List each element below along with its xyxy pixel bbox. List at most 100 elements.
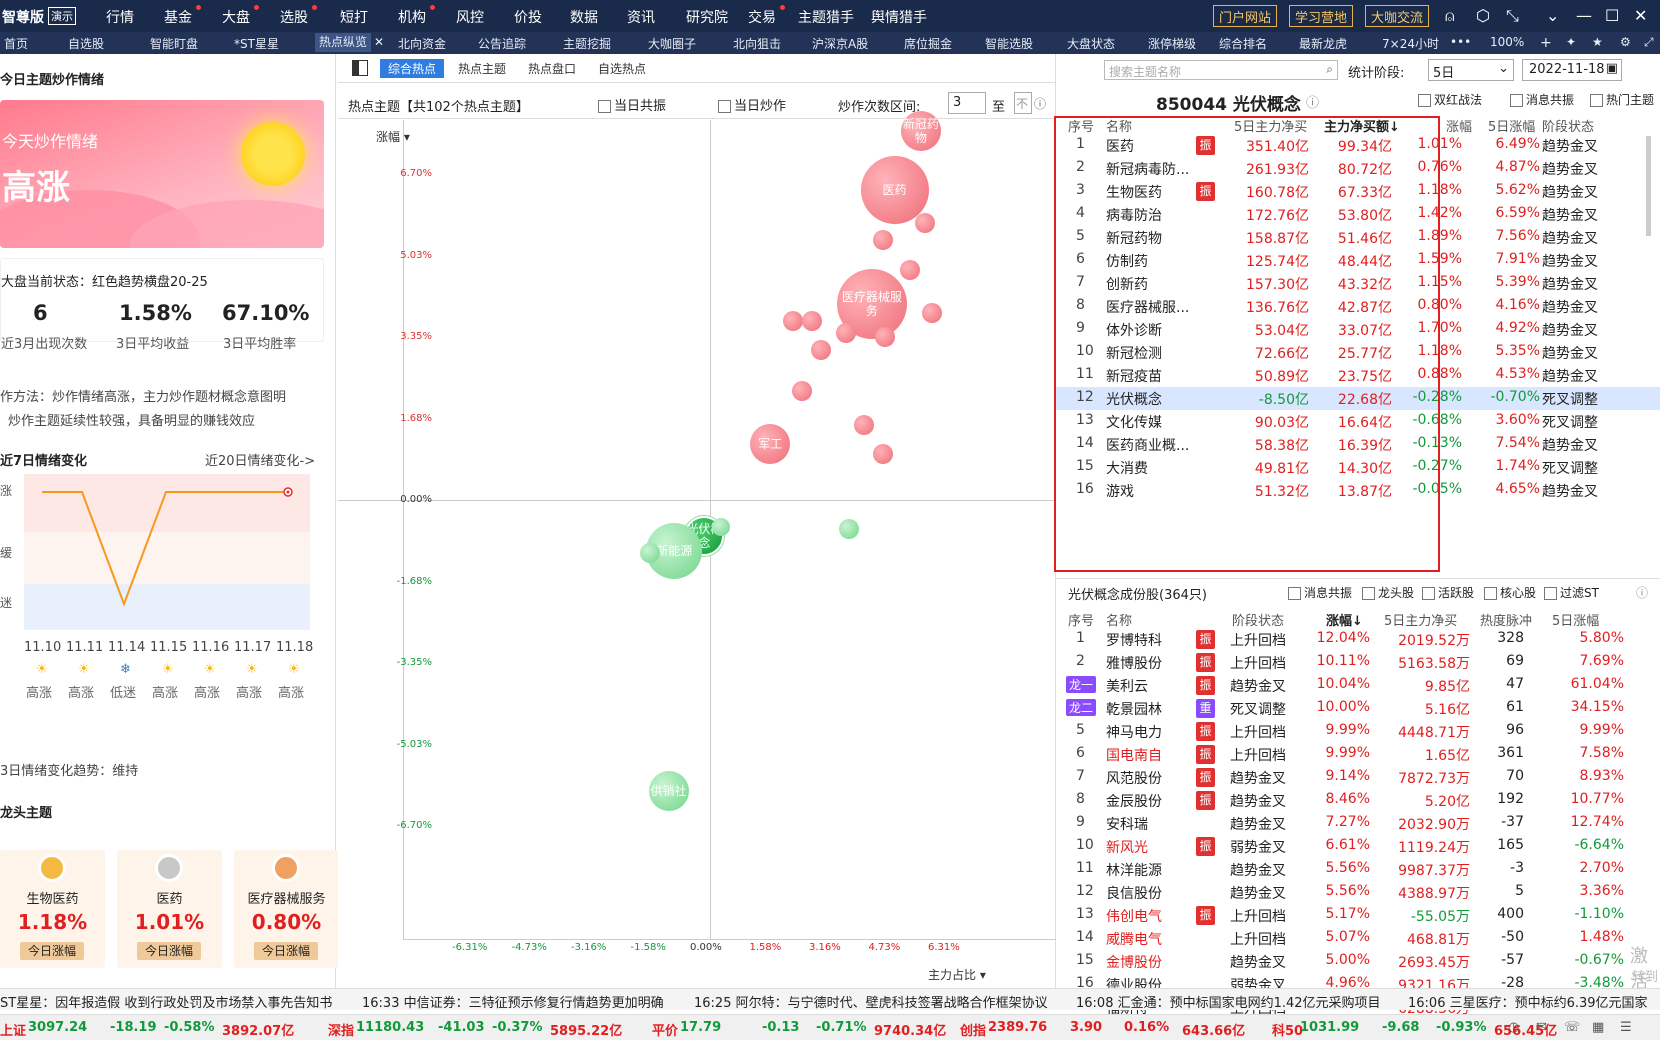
chk-double-red[interactable]: 双红战法 (1418, 91, 1482, 108)
minimize-icon[interactable]: — (1576, 6, 1592, 25)
tab-10[interactable]: 沪深京A股 (812, 37, 869, 51)
topic-bubble[interactable] (899, 259, 920, 280)
stock-header-5[interactable]: 热度脉冲 (1480, 614, 1533, 629)
tab-0[interactable]: 首页 (4, 37, 29, 51)
menu-8[interactable]: 数据 (570, 10, 598, 26)
tab-14[interactable]: 涨停梯级 (1148, 37, 1197, 51)
stock-row[interactable]: 龙二 乾景园林 重死叉调整 10.00% 5.16亿 61 34.15% (1056, 697, 1660, 720)
stock-row[interactable]: 15 金博股份 趋势金叉 5.00% 2693.45万 -57 -0.67% (1056, 950, 1660, 973)
opt-same-day-resonance[interactable]: 当日共振 (598, 95, 666, 114)
stock-row[interactable]: 10 新风光 振弱势金叉 6.61% 1119.24万 165 -6.64% (1056, 835, 1660, 858)
topic-bubble[interactable] (873, 230, 894, 251)
topic-row[interactable]: 16 游戏 51.32亿 13.87亿 -0.05% 4.65% 趋势金叉 (1056, 479, 1660, 502)
tab-7[interactable]: 主题挖掘 (563, 37, 612, 51)
checkbox[interactable] (1362, 587, 1375, 600)
settings-icon[interactable]: ⬡ (1476, 6, 1490, 25)
x-axis-label[interactable]: 主力占比 ▾ (928, 968, 986, 982)
sidebar-toggle-icon[interactable] (352, 60, 368, 76)
subtab-2[interactable]: 热点盘口 (528, 62, 577, 76)
sub-filter-1[interactable]: 龙头股 (1362, 584, 1414, 601)
table-header-1[interactable]: 名称 (1106, 120, 1133, 135)
tab-8[interactable]: 大咖圈子 (648, 37, 697, 51)
topic-row[interactable]: 11 新冠疫苗 50.89亿 23.75亿 0.88% 4.53% 趋势金叉 (1056, 364, 1660, 387)
tab-12[interactable]: 智能选股 (985, 37, 1034, 51)
stock-row[interactable]: 14 威腾电气 上升回档 5.07% 468.81万 -50 1.48% (1056, 927, 1660, 950)
stock-header-1[interactable]: 名称 (1106, 614, 1133, 629)
topic-search-input[interactable]: 搜索主题名称 ⌕ (1104, 60, 1338, 80)
topic-bubble[interactable]: 新冠药物 (900, 111, 941, 152)
topic-bubble[interactable] (835, 322, 856, 343)
topic-bubble[interactable] (801, 310, 822, 331)
tab-11[interactable]: 席位掘金 (904, 37, 953, 51)
topic-row[interactable]: 15 大消费 49.81亿 14.30亿 -0.27% 1.74% 死叉调整 (1056, 456, 1660, 479)
menu-3[interactable]: 选股 (280, 10, 308, 26)
menu-13[interactable]: 舆情猎手 (871, 10, 927, 26)
mail-icon[interactable]: ✉ (1536, 1020, 1547, 1035)
topic-bubble[interactable] (782, 310, 803, 331)
user-icon[interactable]: ⍝ (1445, 6, 1455, 25)
range-to-input[interactable]: 不 (1014, 92, 1032, 114)
topic-bubble[interactable] (839, 519, 860, 540)
close-tab-icon[interactable]: ✕ (374, 35, 385, 49)
gear-icon[interactable]: ⚙ (1620, 35, 1631, 49)
grid-icon[interactable]: ▦ (1592, 1020, 1605, 1035)
sub-filter-4[interactable]: 过滤ST (1544, 584, 1599, 601)
menu-6[interactable]: 风控 (456, 10, 484, 26)
menu-1[interactable]: 基金 (164, 10, 192, 26)
stock-header-4[interactable]: 5日主力净买 (1384, 614, 1458, 629)
topic-bubble[interactable]: 军工 (750, 424, 791, 465)
learning-link[interactable]: 学习营地 (1289, 5, 1354, 27)
trend-link[interactable]: 近20日情绪变化-> (205, 454, 316, 469)
topic-row[interactable]: 10 新冠检测 72.66亿 25.77亿 1.18% 5.35% 趋势金叉 (1056, 341, 1660, 364)
topic-bubble[interactable] (792, 380, 813, 401)
news-item[interactable]: 16:06 三星医疗：预中标约6.39亿元国家 (1408, 996, 1648, 1011)
close-icon[interactable]: ✕ (1634, 6, 1648, 25)
chevron-down-icon[interactable]: ⌄ (1546, 6, 1560, 25)
range-from-input[interactable]: 3 (948, 92, 986, 114)
topic-bubble[interactable] (811, 339, 832, 360)
topic-bubble[interactable] (922, 303, 943, 324)
news-item[interactable]: 16:33 中信证券：三特征预示修复行情趋势更加明确 (362, 996, 664, 1011)
index-name[interactable]: 上证 (0, 1024, 27, 1039)
search-icon[interactable]: ⌕ (1326, 62, 1333, 76)
topic-row[interactable]: 4 病毒防治 172.76亿 53.80亿 1.42% 6.59% 趋势金叉 (1056, 203, 1660, 226)
leader-card-1[interactable]: 医药 1.01% 今日涨幅 (117, 850, 222, 968)
stock-row[interactable]: 1 罗博特科 振上升回档 12.04% 2019.52万 328 5.80% (1056, 628, 1660, 651)
fullscreen-icon[interactable]: ⤢ (1644, 35, 1654, 49)
subtab-3[interactable]: 自选热点 (598, 62, 647, 76)
portal-link[interactable]: 门户网站 (1213, 5, 1278, 27)
menu-5[interactable]: 机构 (398, 10, 426, 26)
topic-bubble[interactable]: 医药 (860, 155, 929, 224)
menu-7[interactable]: 价投 (514, 10, 542, 26)
stock-row[interactable]: 7 风范股份 振趋势金叉 9.14% 7872.73万 70 8.93% (1056, 766, 1660, 789)
bell-icon[interactable]: ◷ (1508, 1020, 1520, 1035)
chk-news-resonance[interactable]: 消息共振 (1510, 91, 1574, 108)
tab-6[interactable]: 公告追踪 (478, 37, 527, 51)
sub-filter-0[interactable]: 消息共振 (1288, 584, 1352, 601)
topic-bubble[interactable] (712, 517, 731, 536)
tab-3[interactable]: *ST星星 (234, 37, 279, 51)
table-header-3[interactable]: 主力净买额↓ (1324, 120, 1400, 135)
stock-row[interactable]: 2 雅博股份 振上升回档 10.11% 5163.58万 69 7.69% (1056, 651, 1660, 674)
menu-2[interactable]: 大盘 (222, 10, 250, 26)
menu-10[interactable]: 研究院 (686, 10, 728, 26)
menu-0[interactable]: 行情 (106, 10, 134, 26)
info-icon[interactable]: ⓘ (1306, 96, 1320, 111)
help-icon[interactable]: ⓘ (1636, 586, 1649, 600)
subtab-0[interactable]: 综合热点 (380, 59, 445, 78)
topic-row[interactable]: 9 体外诊断 53.04亿 33.07亿 1.70% 4.92% 趋势金叉 (1056, 318, 1660, 341)
stock-row[interactable]: 6 国电南自 振上升回档 9.99% 1.65亿 361 7.58% (1056, 743, 1660, 766)
stock-row[interactable]: 9 安科瑞 趋势金叉 7.27% 2032.90万 -37 12.74% (1056, 812, 1660, 835)
sub-filter-2[interactable]: 活跃股 (1422, 584, 1474, 601)
pin-icon[interactable]: ✦ (1566, 35, 1577, 49)
tab-1[interactable]: 自选股 (68, 37, 105, 51)
menu-12[interactable]: 主题猎手 (798, 10, 854, 26)
checkbox[interactable] (1484, 587, 1497, 600)
table-header-5[interactable]: 5日涨幅 (1488, 120, 1536, 135)
index-name[interactable]: 创指 (960, 1024, 987, 1039)
leader-card-0[interactable]: 生物医药 1.18% 今日涨幅 (0, 850, 105, 968)
stock-row[interactable]: 11 林洋能源 趋势金叉 5.56% 9987.37万 -3 2.70% (1056, 858, 1660, 881)
topic-bubble[interactable] (873, 443, 894, 464)
menu-4[interactable]: 短打 (340, 10, 368, 26)
more-icon[interactable]: ••• (1450, 35, 1472, 49)
